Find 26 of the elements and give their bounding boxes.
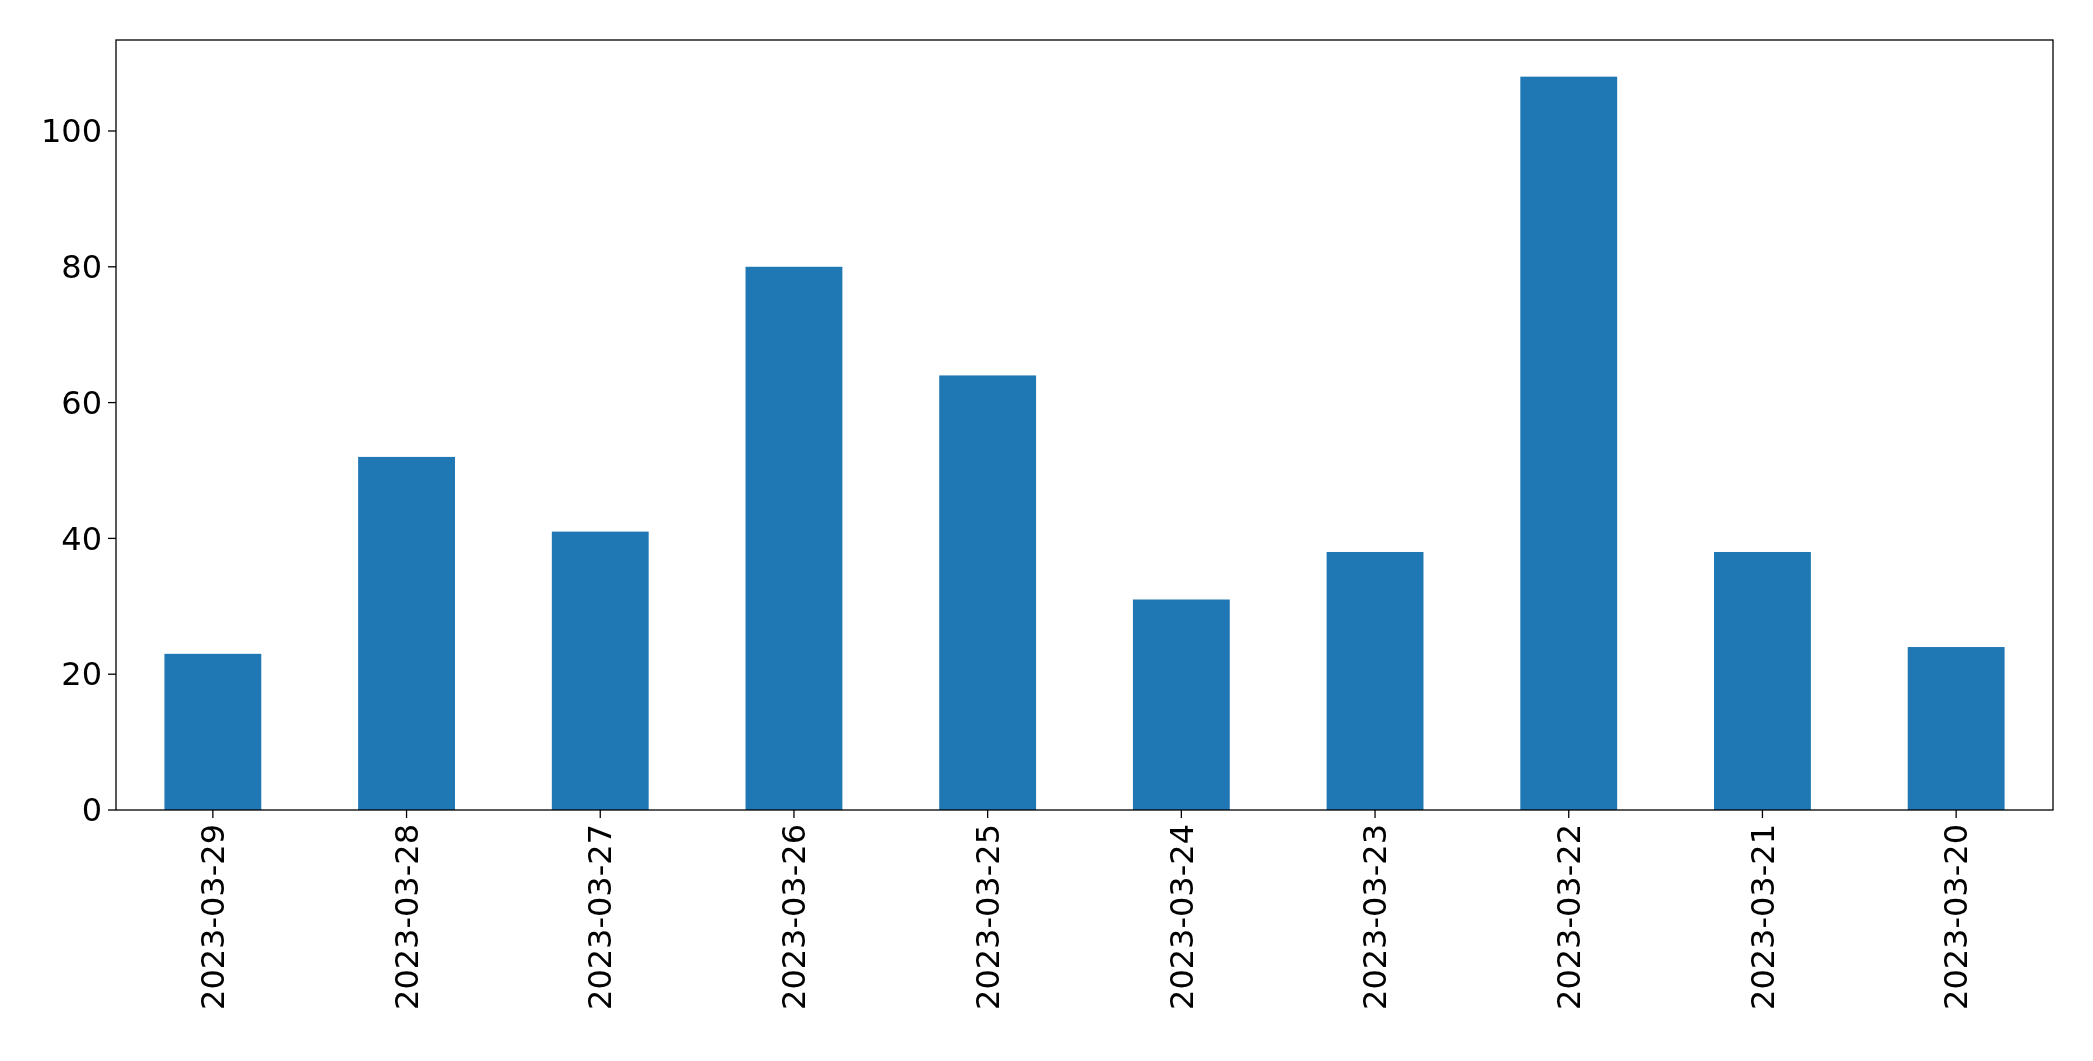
x-tick-label: 2023-03-20	[1937, 824, 1976, 1010]
y-tick-label: 60	[61, 383, 102, 422]
bar	[745, 266, 843, 810]
x-tick-label: 2023-03-23	[1356, 824, 1395, 1010]
y-tick-label: 0	[81, 791, 102, 830]
y-tick-label: 80	[61, 247, 102, 286]
y-tick-label: 100	[40, 112, 102, 151]
bar	[1520, 76, 1618, 810]
bar	[1326, 551, 1424, 810]
bar	[164, 653, 262, 810]
y-tick-label: 20	[61, 655, 102, 694]
y-tick-label: 40	[61, 519, 102, 558]
x-tick-label: 2023-03-27	[581, 824, 620, 1010]
bar	[1714, 551, 1811, 810]
bar	[1132, 599, 1230, 810]
bar	[1907, 647, 2005, 810]
x-tick-label: 2023-03-29	[194, 824, 233, 1010]
bar	[939, 375, 1037, 810]
x-tick-label: 2023-03-21	[1743, 824, 1782, 1010]
x-tick-label: 2023-03-25	[968, 824, 1007, 1010]
bar	[551, 531, 649, 810]
x-tick-label: 2023-03-26	[775, 824, 814, 1010]
x-tick-label: 2023-03-22	[1549, 824, 1588, 1010]
bar	[358, 456, 455, 810]
x-tick-label: 2023-03-24	[1162, 824, 1201, 1010]
x-tick-label: 2023-03-28	[387, 824, 426, 1010]
